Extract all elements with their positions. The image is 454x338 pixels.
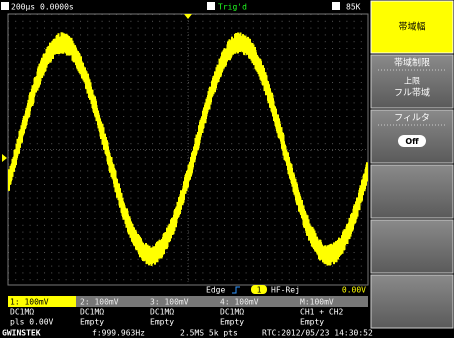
memory-icon [332, 2, 340, 10]
position: 0.0000s [40, 3, 74, 12]
channel-cell: M:100mV [300, 298, 334, 307]
trigger-coupling: HF-Rej [271, 286, 300, 295]
menu-value: フル帯域 [394, 87, 430, 99]
channel-cell: Empty [150, 318, 174, 327]
channel-cell: DC1MΩ [10, 308, 34, 317]
clock: RTC:2012/05/23 14:30:52 [262, 329, 373, 338]
channel-cell: pls 0.00V [10, 318, 54, 327]
channel-cell: DC1MΩ [220, 308, 244, 317]
channel-cell: Empty [220, 318, 244, 327]
menu-button[interactable] [371, 165, 453, 218]
menu-value: Off [405, 137, 419, 146]
menu-sub: 上限 [404, 77, 420, 86]
channel-cell: 3: 100mV [150, 298, 189, 307]
channel-cell: CH1 + CH2 [300, 308, 344, 317]
brand: GWINSTEK [2, 329, 41, 338]
channel-cell: DC1MΩ [80, 308, 104, 317]
menu-button[interactable] [371, 220, 453, 273]
trigger-type: Edge [206, 286, 225, 295]
menu-label: 帯域制限 [394, 57, 430, 69]
channel-cell: 1: 100mV [10, 298, 49, 307]
run-icon [207, 2, 215, 10]
sampling: 2.5MS 5k pts [180, 329, 238, 338]
trigger-level: 0.00V [342, 286, 366, 295]
menu-title: 帯域幅 [398, 21, 425, 33]
memory: 85K [346, 3, 361, 12]
channel-cell: Empty [300, 318, 324, 327]
channel-cell: Empty [80, 318, 104, 327]
frequency: f:999.963Hz [92, 329, 145, 338]
timebase: 200µs [11, 3, 35, 12]
menu-label: フィルタ [394, 113, 430, 124]
side-menu: 帯域幅 帯域制限 上限 フル帯域 フィルタ Off [371, 1, 453, 328]
trigger-source: 1 [257, 286, 262, 295]
trigger-status: Trig'd [218, 3, 247, 12]
menu-button[interactable] [371, 275, 453, 328]
channel-cell: 2: 100mV [80, 298, 119, 307]
channel-cell: 4: 100mV [220, 298, 259, 307]
timebase-icon [1, 2, 9, 10]
oscilloscope-screen: 200µs 0.0000s Trig'd 85K Edge 1 HF-Rej 0… [0, 0, 454, 338]
channel-cell: DC1MΩ [150, 308, 174, 317]
